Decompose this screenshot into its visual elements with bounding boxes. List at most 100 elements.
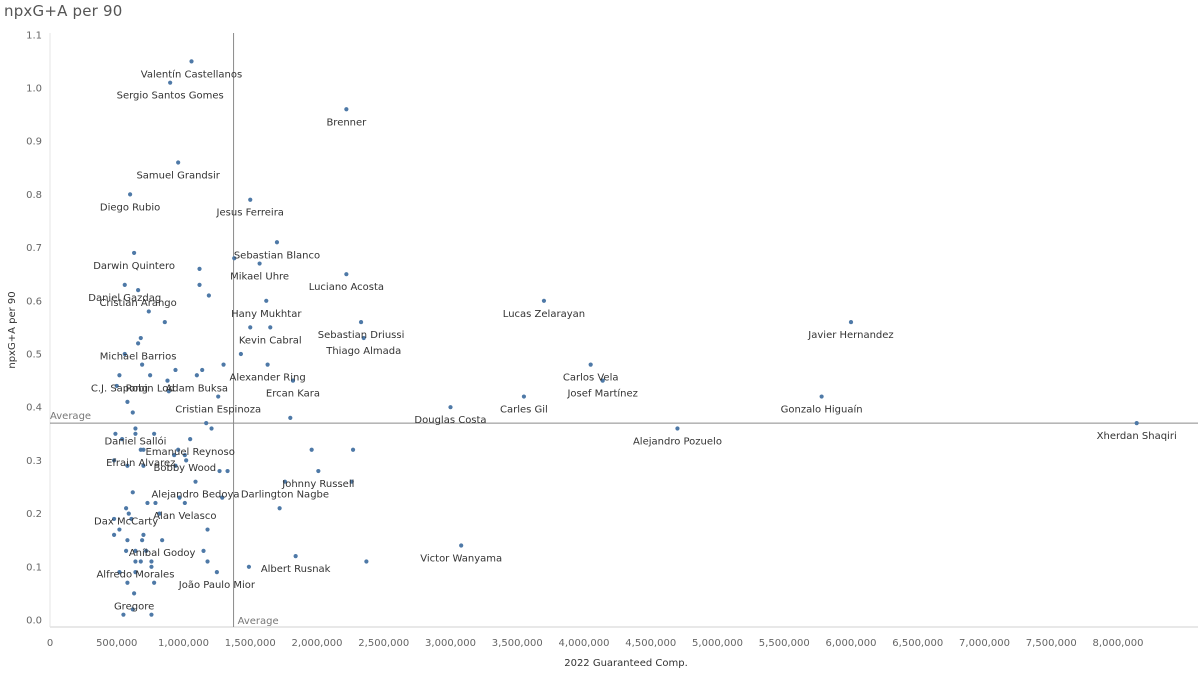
data-point — [521, 394, 527, 399]
point-label: João Paulo Mior — [178, 580, 256, 591]
y-tick-label: 0.9 — [26, 137, 42, 148]
data-point — [293, 554, 298, 559]
data-point — [128, 192, 133, 197]
data-point — [288, 415, 293, 420]
point-label: Alfredo Morales — [96, 569, 174, 580]
data-point — [200, 367, 205, 373]
x-axis-title: 2022 Guaranteed Comp. — [564, 658, 688, 669]
data-point — [153, 500, 158, 506]
point-label: Johnny Russell — [281, 479, 354, 490]
data-point — [193, 479, 198, 484]
y-tick-label: 0.6 — [26, 296, 42, 307]
axes: 0 500,000 1,000,000 1,500,000 2,000,000 2,500… — [26, 30, 1198, 649]
x-tick-label: 4,000,000 — [559, 638, 610, 649]
data-point — [117, 373, 122, 378]
data-point — [248, 197, 253, 202]
data-point — [358, 319, 364, 325]
point-label: Javier Hernandez — [807, 330, 893, 341]
point-label: Emanuel Reynoso — [146, 447, 235, 458]
point-label: Alejandro Bedoya — [151, 490, 239, 501]
data-point — [125, 399, 130, 404]
data-point — [168, 80, 173, 85]
data-point — [177, 495, 182, 500]
data-point — [204, 421, 209, 426]
point-label: Diego Rubio — [100, 202, 160, 213]
point-label: Valentín Castellanos — [141, 68, 242, 80]
point-label: Mikael Uhre — [230, 272, 289, 283]
data-point — [133, 559, 138, 564]
point-label: Samuel Grandsir — [136, 170, 220, 181]
point-label: Darwin Quintero — [93, 261, 175, 272]
data-point — [675, 426, 680, 431]
data-point — [145, 500, 150, 506]
data-point — [350, 447, 356, 452]
data-point — [149, 559, 154, 564]
x-tick-label: 1,000,000 — [158, 638, 209, 649]
y-tick-label: 0.0 — [26, 616, 42, 627]
data-point — [344, 272, 349, 277]
data-point — [197, 282, 202, 287]
data-point — [141, 463, 146, 468]
data-point — [184, 458, 189, 463]
x-tick-label: 6,500,000 — [892, 638, 943, 649]
data-point — [188, 437, 193, 442]
data-point — [282, 479, 288, 484]
x-tick-label: 1,500,000 — [225, 638, 276, 649]
data-point — [197, 266, 202, 271]
data-point — [138, 559, 143, 564]
point-label: Sergio Santos Gomes — [117, 91, 224, 102]
data-point — [349, 479, 354, 484]
data-point — [122, 282, 127, 287]
y-axis-title: npxG+A per 90 — [7, 291, 18, 368]
data-point — [132, 250, 137, 256]
data-point — [265, 362, 270, 367]
data-point — [113, 431, 118, 436]
data-point — [133, 431, 138, 436]
data-point — [194, 373, 199, 378]
data-points — [111, 59, 1139, 617]
x-tick-label: 6,000,000 — [826, 638, 877, 649]
data-point — [160, 538, 165, 543]
data-point — [220, 495, 225, 500]
data-point — [309, 447, 314, 452]
data-point — [182, 500, 187, 506]
point-labels: Valentín Castellanos Sergio Santos Gomes B… — [88, 68, 1176, 612]
data-point — [117, 570, 122, 575]
data-point — [136, 341, 141, 346]
point-label: Alejandro Pozuelo — [633, 436, 722, 447]
data-point — [173, 463, 178, 468]
data-point — [121, 612, 126, 617]
data-point — [123, 506, 129, 511]
data-point — [133, 426, 138, 431]
data-point — [173, 367, 178, 373]
data-point — [268, 325, 273, 330]
data-point — [117, 527, 122, 532]
x-tick-label: 7,000,000 — [959, 638, 1010, 649]
data-point — [316, 468, 321, 474]
data-point — [448, 405, 453, 410]
point-label: Sebastian Blanco — [234, 250, 320, 261]
point-label: Luciano Acosta — [309, 282, 384, 293]
y-tick-label: 0.3 — [26, 456, 42, 467]
data-point — [277, 506, 282, 511]
data-point — [111, 458, 117, 463]
data-point — [148, 373, 153, 378]
x-tick-label: 500,000 — [96, 638, 137, 649]
point-label: Daniel Gazdag — [88, 293, 161, 304]
data-point — [166, 389, 171, 394]
x-tick-label: 2,500,000 — [358, 638, 409, 649]
point-label: Thiago Almada — [325, 346, 401, 357]
data-point — [123, 548, 129, 553]
data-point — [248, 325, 253, 330]
point-label: Brenner — [326, 117, 367, 128]
data-point — [459, 543, 464, 548]
point-label: Josef Martínez — [566, 388, 637, 400]
data-point — [201, 548, 206, 553]
point-label: C.J. Sapong — [91, 383, 148, 394]
data-point — [364, 559, 369, 564]
point-label: Sebastian Driussi — [318, 330, 405, 341]
data-point — [541, 298, 547, 303]
x-tick-label: 4,500,000 — [625, 638, 676, 649]
data-point — [176, 160, 181, 165]
data-point — [144, 548, 149, 553]
